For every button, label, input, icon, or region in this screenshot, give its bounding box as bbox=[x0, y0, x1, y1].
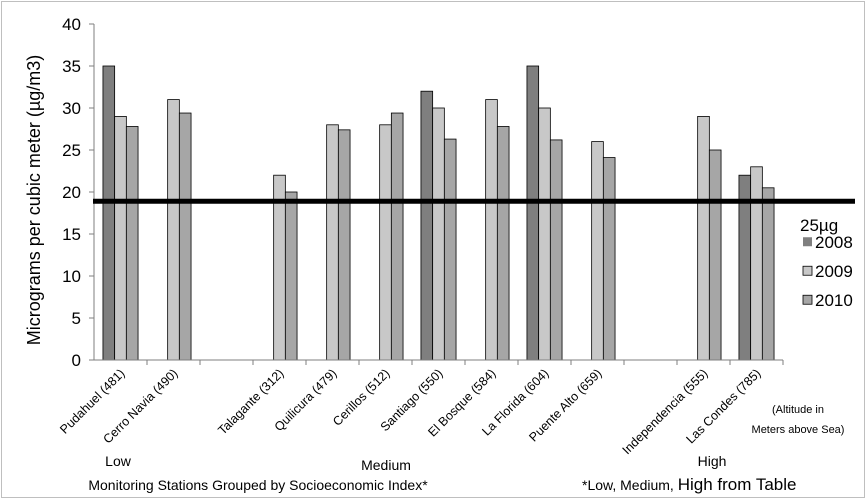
footer-right-suffix: High from Table bbox=[678, 475, 797, 494]
bar-2008 bbox=[102, 65, 116, 361]
footer-right: *Low, Medium, High from Table bbox=[582, 475, 796, 494]
bar-2008 bbox=[526, 65, 540, 361]
x-tick-label: Independencia (555) bbox=[620, 366, 711, 457]
bar-2010 bbox=[602, 157, 616, 361]
bar-2010 bbox=[125, 126, 139, 361]
bar-2009 bbox=[432, 107, 445, 361]
y-tick-label: 10 bbox=[62, 267, 81, 286]
y-tick-label: 25 bbox=[62, 141, 81, 160]
y-tick-label: 20 bbox=[62, 183, 81, 202]
bar-2009 bbox=[379, 124, 392, 361]
y-axis-title: Micrograms per cubic meter (µg/m3) bbox=[24, 55, 44, 345]
legend-swatch bbox=[802, 265, 813, 276]
y-tick-label: 40 bbox=[62, 15, 81, 34]
legend-label: 2009 bbox=[815, 262, 853, 281]
bar-2009 bbox=[591, 141, 604, 361]
y-tick-label: 30 bbox=[62, 99, 81, 118]
x-axis-labels: Pudahuel (481)Cerro Navia (490) Talagante… bbox=[57, 366, 763, 457]
y-axis: 0 5 10 15 20 25 30 35 40 bbox=[62, 15, 94, 370]
footer-left: Monitoring Stations Grouped by Socioecon… bbox=[88, 477, 428, 493]
bar-2009 bbox=[326, 124, 339, 361]
y-tick-label: 0 bbox=[72, 351, 81, 370]
y-tick-label: 15 bbox=[62, 225, 81, 244]
bar-2010 bbox=[443, 138, 457, 361]
bar-2010 bbox=[496, 126, 510, 361]
bar-2010 bbox=[549, 139, 563, 361]
bar-2010 bbox=[708, 149, 722, 361]
y-tick-label: 5 bbox=[72, 309, 81, 328]
bar-2010 bbox=[390, 112, 404, 361]
bar-2009 bbox=[114, 116, 127, 361]
group-label: High bbox=[698, 453, 727, 469]
altitude-note-line2: Meters above Sea) bbox=[752, 424, 845, 436]
legend-label: 2010 bbox=[815, 291, 853, 310]
bar-2010 bbox=[178, 112, 192, 361]
bar-2010 bbox=[761, 187, 775, 361]
footer-right-prefix: *Low, Medium, bbox=[582, 477, 678, 493]
group-labels: Low Medium High bbox=[105, 453, 726, 473]
bar-2009 bbox=[167, 99, 180, 361]
bar-2009 bbox=[697, 116, 710, 361]
bar-2008 bbox=[420, 90, 434, 361]
altitude-note-line1: (Altitude in bbox=[772, 404, 824, 416]
bars bbox=[102, 65, 784, 365]
bar-2009 bbox=[538, 107, 551, 361]
legend-swatch bbox=[803, 237, 812, 247]
bar-2010 bbox=[284, 191, 298, 361]
bar-2010 bbox=[337, 129, 351, 361]
bar-2009 bbox=[750, 166, 763, 361]
legend-label: 2008 bbox=[815, 233, 853, 252]
bar-2009 bbox=[485, 99, 498, 361]
y-tick-label: 35 bbox=[62, 57, 81, 76]
group-label: Low bbox=[105, 453, 132, 469]
reference-line-label: 25µg bbox=[800, 216, 838, 235]
legend-swatch bbox=[802, 294, 813, 305]
group-label: Medium bbox=[361, 457, 411, 473]
